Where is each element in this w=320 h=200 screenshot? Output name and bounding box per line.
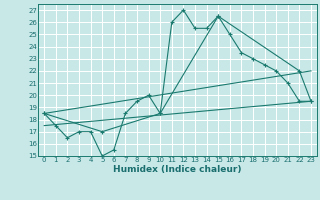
X-axis label: Humidex (Indice chaleur): Humidex (Indice chaleur) [113,165,242,174]
